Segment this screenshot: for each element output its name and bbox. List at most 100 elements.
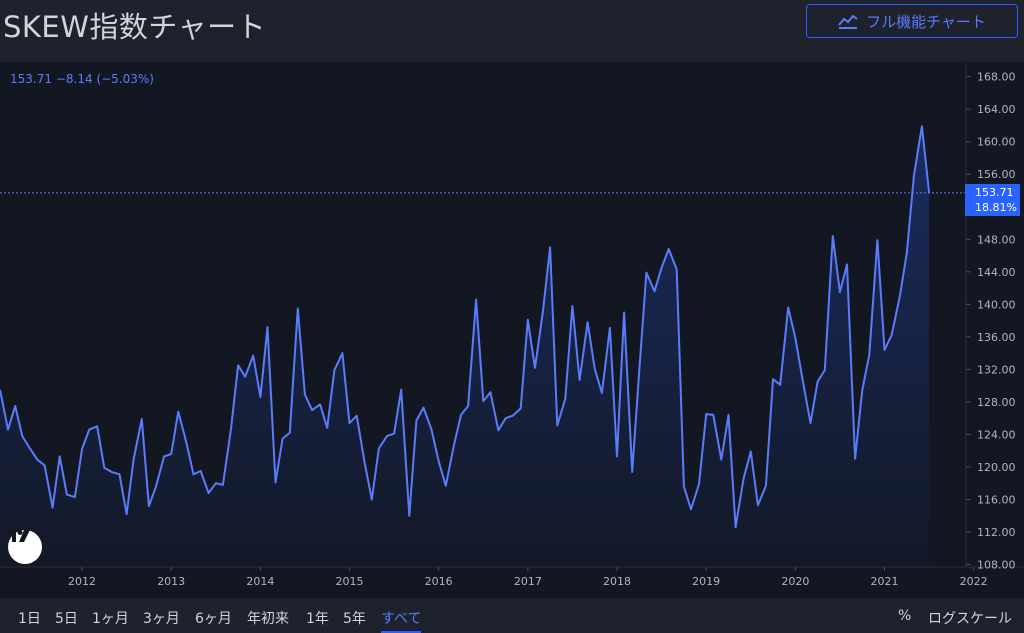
data-point [698, 483, 700, 485]
data-point [400, 389, 402, 391]
chart-area[interactable]: 108.00 112.00 116.00 120.00 124.00 128.00 132.… [0, 62, 1024, 598]
data-point [676, 268, 678, 270]
data-point [899, 296, 901, 298]
data-point [854, 458, 856, 460]
full-chart-button[interactable]: フル機能チャート [806, 4, 1018, 38]
data-point [631, 471, 633, 473]
data-point [349, 422, 351, 424]
data-point [668, 248, 670, 250]
data-point [88, 429, 90, 431]
y-tick-label: 160.00 [977, 136, 1016, 149]
data-point [587, 321, 589, 323]
last-price-pct: 18.81% [975, 200, 1017, 214]
data-point [705, 413, 707, 415]
data-point [787, 307, 789, 309]
data-point [96, 425, 98, 427]
data-point [21, 435, 23, 437]
data-point [133, 458, 135, 460]
y-tick-label: 140.00 [977, 298, 1016, 311]
data-point [386, 435, 388, 437]
data-point [728, 414, 730, 416]
data-point [609, 327, 611, 329]
x-tick-label: 2017 [514, 575, 542, 588]
data-point [244, 376, 246, 378]
range-5d-button[interactable]: 5日 [55, 611, 78, 627]
data-point [297, 307, 299, 309]
range-3m-button[interactable]: 3ヶ月 [143, 611, 180, 627]
range-5y-button[interactable]: 5年 [343, 611, 366, 627]
data-point [549, 246, 551, 248]
data-point [824, 369, 826, 371]
data-point [423, 407, 425, 409]
data-point [720, 459, 722, 461]
data-point [177, 411, 179, 413]
data-point [861, 390, 863, 392]
data-point [431, 429, 433, 431]
data-point [259, 396, 261, 398]
y-tick-label: 136.00 [977, 331, 1016, 344]
x-tick-label: 2013 [157, 575, 185, 588]
data-point [534, 367, 536, 369]
data-point [378, 447, 380, 449]
data-point [564, 398, 566, 400]
x-axis-ticks: 2012 2013 2014 2015 2016 2017 2018 2019 2020 2021… [68, 567, 988, 588]
log-scale-toggle[interactable]: ログスケール [928, 611, 1012, 627]
range-1d-button[interactable]: 1日 [18, 611, 41, 627]
footer-toolbar: 1日 5日 1ヶ月 3ヶ月 6ヶ月 年初来 1年 5年 すべて % ログスケール [0, 598, 1024, 633]
data-point [594, 368, 596, 370]
data-point [445, 485, 447, 487]
price-readout: 153.71 −8.14 (−5.03%) [10, 72, 154, 86]
data-point [712, 414, 714, 416]
data-point [921, 125, 923, 127]
data-point [460, 414, 462, 416]
data-point [891, 334, 893, 336]
range-ytd-button[interactable]: 年初来 [247, 611, 289, 627]
data-point [44, 464, 46, 466]
data-point [371, 499, 373, 501]
data-point [326, 427, 328, 429]
x-tick-label: 2014 [246, 575, 274, 588]
x-tick-label: 2018 [603, 575, 631, 588]
data-point [645, 272, 647, 274]
data-point [29, 448, 31, 450]
data-point [14, 405, 16, 407]
x-tick-label: 2021 [870, 575, 898, 588]
data-point [542, 310, 544, 312]
x-tick-label: 2016 [425, 575, 453, 588]
y-tick-label: 120.00 [977, 461, 1016, 474]
data-point [141, 418, 143, 420]
data-point [505, 417, 507, 419]
data-point [275, 481, 277, 483]
x-tick-label: 2012 [68, 575, 96, 588]
range-all-button[interactable]: すべて [381, 608, 422, 633]
range-6m-button[interactable]: 6ヶ月 [195, 611, 232, 627]
data-point [757, 504, 759, 506]
range-1m-button[interactable]: 1ヶ月 [92, 611, 129, 627]
y-tick-label: 168.00 [977, 71, 1016, 84]
skew-chart[interactable]: 108.00 112.00 116.00 120.00 124.00 128.00 132.… [0, 62, 1024, 598]
last-price-value: 153.71 [975, 185, 1014, 199]
data-point [802, 378, 804, 380]
tradingview-logo-icon[interactable] [8, 530, 42, 564]
data-point [222, 484, 224, 486]
data-point [772, 378, 774, 380]
data-point [237, 364, 239, 366]
data-point [81, 448, 83, 450]
y-tick-label: 128.00 [977, 396, 1016, 409]
data-point [208, 492, 210, 494]
y-tick-label: 132.00 [977, 363, 1016, 376]
data-point [393, 433, 395, 435]
data-point [846, 264, 848, 266]
data-point [111, 471, 113, 473]
data-point [779, 384, 781, 386]
data-point [356, 415, 358, 417]
percent-toggle[interactable]: % [898, 608, 912, 624]
data-point [185, 442, 187, 444]
x-tick-label: 2022 [960, 575, 988, 588]
data-point [289, 432, 291, 434]
data-point [616, 455, 618, 457]
range-1y-button[interactable]: 1年 [306, 611, 329, 627]
data-point [512, 415, 514, 417]
y-tick-label: 144.00 [977, 266, 1016, 279]
data-point [215, 482, 217, 484]
